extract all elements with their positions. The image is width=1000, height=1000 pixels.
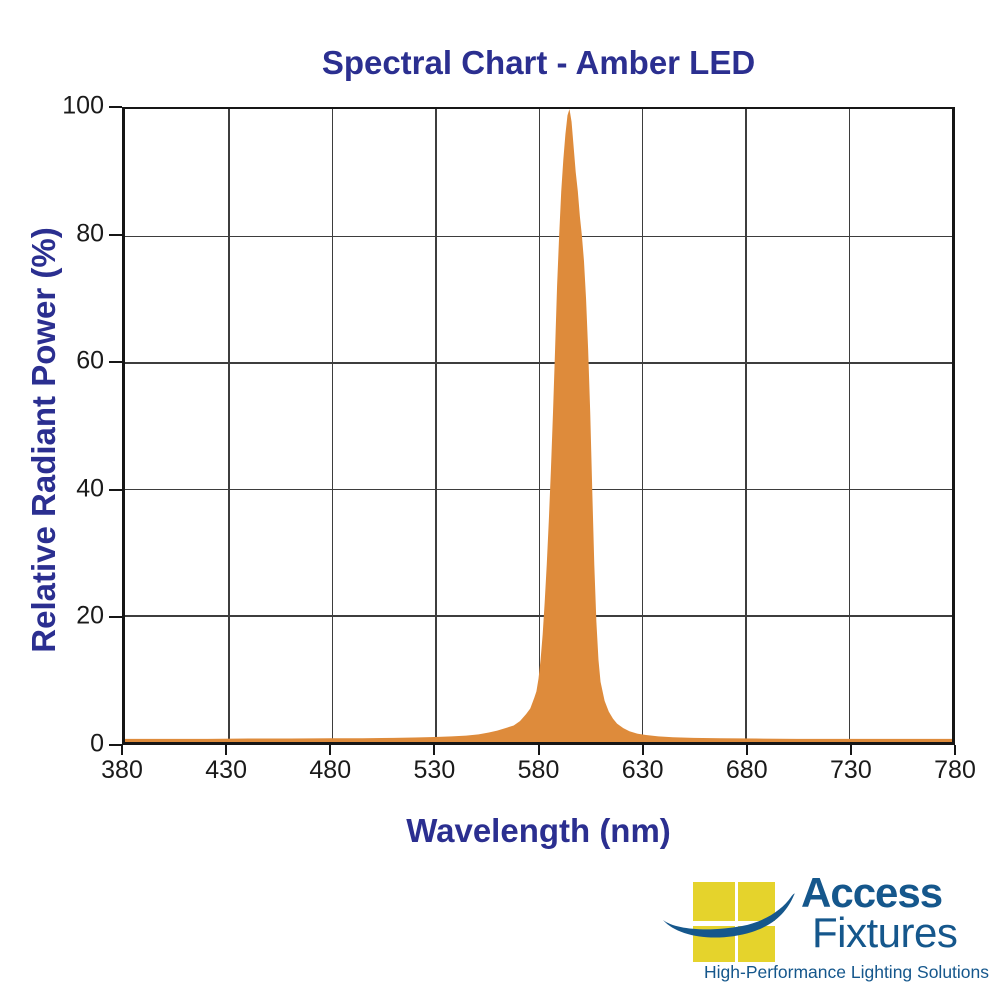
x-tick-680 xyxy=(745,745,748,755)
spectrum-area-chart xyxy=(125,109,952,742)
y-tick-label-80: 80 xyxy=(76,218,104,247)
y-tick-label-20: 20 xyxy=(76,601,104,630)
amber-led-spectrum-polygon xyxy=(125,109,952,742)
x-tick-380 xyxy=(121,745,123,755)
gridline-x-430 xyxy=(228,109,230,742)
chart-title: Spectral Chart - Amber LED xyxy=(321,44,756,81)
logo-swoosh-icon xyxy=(663,893,795,938)
plot-area xyxy=(122,107,955,745)
x-tick-480 xyxy=(329,745,332,755)
gridline-x-480 xyxy=(331,109,334,742)
y-tick-0 xyxy=(109,744,122,746)
x-tick-label-430: 430 xyxy=(205,756,247,784)
x-tick-580 xyxy=(537,745,540,755)
logo-tagline: High-Performance Lighting Solutions xyxy=(704,962,990,982)
gridline-x-680 xyxy=(745,109,747,742)
y-tick-60 xyxy=(109,361,122,364)
gridline-x-730 xyxy=(848,109,851,742)
x-tick-730 xyxy=(849,745,852,755)
y-tick-80 xyxy=(109,233,122,236)
x-axis-title: Wavelength (nm) xyxy=(406,812,671,849)
y-tick-label-60: 60 xyxy=(76,346,104,375)
x-tick-780 xyxy=(954,745,956,755)
gridline-y-40 xyxy=(125,488,952,491)
gridline-y-60 xyxy=(125,362,952,364)
x-tick-label-380: 380 xyxy=(101,756,143,784)
x-tick-label-730: 730 xyxy=(830,756,872,784)
x-tick-label-480: 480 xyxy=(309,756,352,784)
access-fixtures-logo: Access Fixtures High-Performance Lightin… xyxy=(660,866,989,991)
y-tick-100 xyxy=(109,106,122,108)
x-tick-label-530: 530 xyxy=(413,756,456,784)
gridline-y-20 xyxy=(125,615,952,617)
logo-text-access: Access xyxy=(801,869,943,916)
grid-layer xyxy=(125,109,952,742)
x-tick-label-780: 780 xyxy=(934,756,976,784)
x-tick-label-680: 680 xyxy=(725,756,768,784)
x-tick-630 xyxy=(641,745,644,755)
x-tick-label-580: 580 xyxy=(517,756,560,784)
y-axis-title: Relative Radiant Power (%) xyxy=(25,227,62,653)
gridline-x-530 xyxy=(435,109,437,742)
y-tick-label-40: 40 xyxy=(76,474,104,503)
x-tick-530 xyxy=(433,745,436,755)
y-tick-label-100: 100 xyxy=(62,91,104,120)
gridline-x-580 xyxy=(538,109,540,742)
y-tick-20 xyxy=(109,616,122,619)
gridline-y-80 xyxy=(125,235,952,238)
logo-windowpane-swoosh-icon xyxy=(663,882,795,962)
gridline-x-630 xyxy=(641,109,644,742)
logo-text-fixtures: Fixtures xyxy=(812,909,958,956)
y-tick-40 xyxy=(109,488,122,491)
x-tick-label-630: 630 xyxy=(621,756,664,784)
y-tick-label-0: 0 xyxy=(90,729,104,758)
x-tick-430 xyxy=(225,745,228,755)
